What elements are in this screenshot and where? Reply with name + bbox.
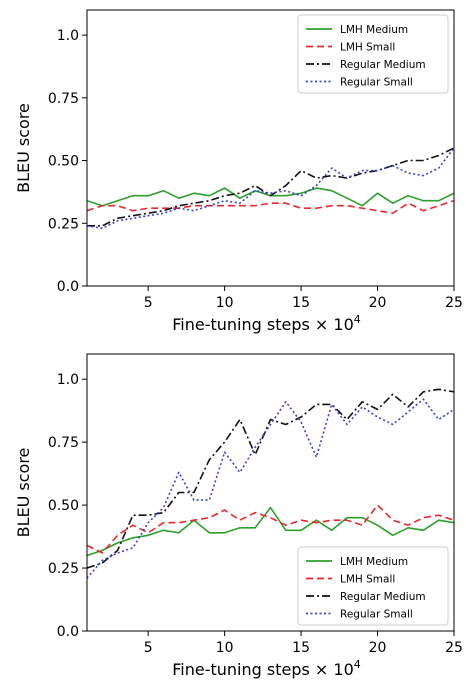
legend-label: LMH Small [340, 42, 395, 54]
x-tick-label: 20 [369, 295, 387, 311]
x-tick-label: 10 [216, 295, 234, 311]
y-axis-title: BLEU score [14, 448, 33, 538]
x-tick-label: 15 [292, 640, 310, 656]
series-line-lmh-medium [87, 506, 454, 557]
legend-label: Regular Medium [340, 591, 426, 603]
series-line-regular-small [87, 147, 454, 230]
x-tick-label: 25 [445, 295, 463, 311]
plot-frame [86, 353, 455, 632]
legend-label: LMH Medium [340, 556, 408, 568]
x-tick-label: 25 [445, 640, 463, 656]
legend-label: Regular Small [340, 609, 413, 621]
y-tick-label: 0.75 [48, 91, 79, 107]
legend-box [297, 14, 449, 94]
legend-label: Regular Small [340, 77, 413, 89]
chart-panel-2: 5 10 15 20 25 0.0 0.25 0.50 0.75 1.0 Fine-tuning s… [14, 353, 463, 679]
y-tick-label: 0.0 [57, 624, 79, 640]
x-axis-title: Fine-tuning steps × 104 [172, 313, 361, 334]
x-tick-label: 5 [144, 295, 153, 311]
x-tick-label: 5 [144, 640, 153, 656]
x-tick-label: 15 [292, 295, 310, 311]
legend-label: Regular Medium [340, 59, 426, 71]
series-line-regular-small [87, 398, 454, 579]
x-axis-title: Fine-tuning steps × 104 [172, 658, 361, 679]
series-line-lmh-small [87, 199, 454, 214]
y-tick-label: 0.0 [57, 279, 79, 295]
legend: LMH Medium LMH Small Regular Medium Regular… [297, 14, 449, 94]
y-tick-label: 0.25 [48, 561, 79, 577]
y-axis-title: BLEU score [14, 103, 33, 193]
y-tick-label: 1.0 [57, 372, 79, 388]
series-group [87, 388, 454, 579]
series-line-regular-medium [87, 388, 454, 569]
series-group [87, 147, 454, 230]
y-tick-label: 0.75 [48, 435, 79, 451]
chart-panel-1: 5 10 15 20 25 0.0 0.25 0.50 0.75 1.0 Fine-tuning s… [14, 9, 463, 334]
legend-box [297, 546, 449, 626]
x-tick-label: 10 [216, 640, 234, 656]
y-tick-label: 1.0 [57, 28, 79, 44]
plot-frame [86, 9, 455, 287]
legend-label: LMH Medium [340, 24, 408, 36]
y-tick-label: 0.50 [48, 498, 79, 514]
x-tick-label: 20 [369, 640, 387, 656]
y-tick-label: 0.50 [48, 154, 79, 170]
legend-label: LMH Small [340, 574, 395, 586]
y-tick-label: 0.25 [48, 216, 79, 232]
series-line-regular-medium [87, 147, 454, 227]
legend: LMH Medium LMH Small Regular Medium Regular… [297, 546, 449, 626]
